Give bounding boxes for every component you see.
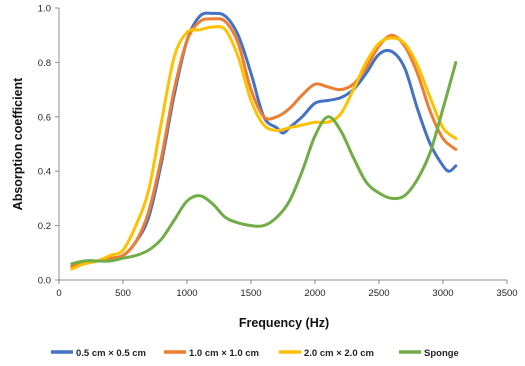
legend: 0.5 cm × 0.5 cm 1.0 cm × 1.0 cm 2.0 cm × 2…	[51, 348, 459, 359]
y-tick-label: 0.0	[38, 276, 51, 287]
y-axis-title: Absorption coefficient	[11, 77, 25, 210]
plot-area: 0.0 0.2 0.4 0.6 0.8 1.0 0 500 1000 1500 2000 2500 30…	[38, 4, 518, 300]
y-tick-label: 0.6	[38, 112, 51, 123]
series-line-2	[70, 17, 458, 268]
x-tick-label: 2000	[304, 288, 325, 299]
x-tick-label: 500	[115, 288, 131, 299]
x-tick-label: 3500	[496, 288, 517, 299]
series-line-4	[70, 60, 458, 266]
x-axis-title: Frequency (Hz)	[239, 316, 329, 330]
legend-label: 2.0 cm × 2.0 cm	[304, 348, 374, 359]
x-tick-label: 2500	[368, 288, 389, 299]
legend-label: 0.5 cm × 0.5 cm	[76, 348, 146, 359]
y-tick-label: 1.0	[38, 4, 51, 15]
x-tick-label: 0	[56, 288, 61, 299]
series-line-3	[70, 25, 458, 271]
legend-label: 1.0 cm × 1.0 cm	[189, 348, 259, 359]
legend-label: Sponge	[424, 348, 459, 359]
x-tick-label: 3000	[432, 288, 453, 299]
series-line-1	[70, 11, 458, 268]
x-tick-label: 1000	[176, 288, 197, 299]
y-tick-label: 0.2	[38, 221, 51, 232]
y-tick-label: 0.8	[38, 58, 51, 69]
x-tick-label: 1500	[240, 288, 261, 299]
y-tick-label: 0.4	[38, 167, 51, 178]
